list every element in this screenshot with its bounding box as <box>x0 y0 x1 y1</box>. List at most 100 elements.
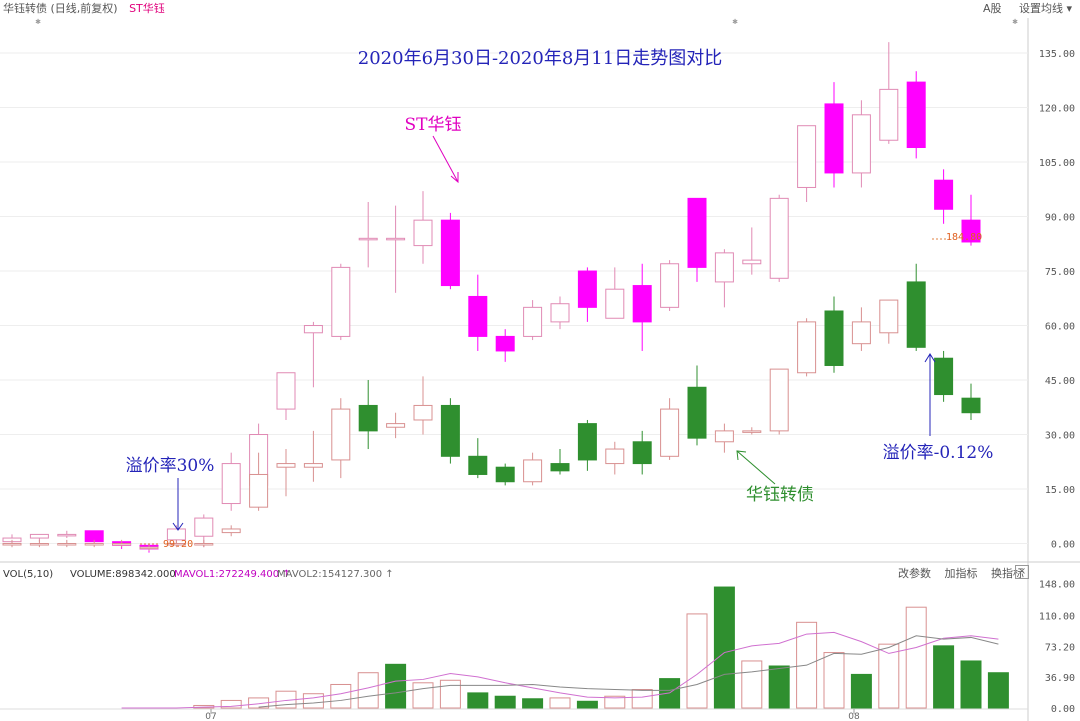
bond-candle <box>879 299 899 334</box>
stock-candle <box>194 517 214 537</box>
price-tick-label: 120.00 <box>1039 104 1075 115</box>
stock-candle <box>769 197 789 279</box>
bond-candle <box>605 448 625 465</box>
stock-candle <box>440 219 460 287</box>
bond-candle <box>276 463 296 468</box>
stock-annotation: ST华钰 <box>405 115 462 135</box>
stock-candle <box>851 114 871 174</box>
premium-end-arrowhead <box>924 353 936 363</box>
bond-candle <box>660 408 680 457</box>
volume-bar <box>330 683 352 709</box>
bond-candle <box>851 321 871 345</box>
bond-candle <box>824 310 844 366</box>
price-tick-label: 60.00 <box>1045 322 1075 333</box>
stock-arrow <box>432 135 459 183</box>
volume-bar <box>549 697 571 709</box>
time-tick-label: 08 <box>848 712 860 721</box>
bond-candle <box>413 404 433 421</box>
price-tick-label: 90.00 <box>1045 213 1075 224</box>
low-price-label: 99.20 <box>163 539 193 550</box>
volume-bar <box>686 613 708 709</box>
stock-candle <box>824 103 844 174</box>
bond-candle <box>112 543 132 546</box>
add-indicator-button[interactable]: 加指标 <box>944 567 978 580</box>
stock-candle <box>797 125 817 188</box>
chart-header: 华钰转债 (日线,前复权) ST华钰 A股 设置均线 ▾ <box>0 0 1080 18</box>
volume-bar <box>850 673 872 709</box>
volume-bar <box>741 660 763 709</box>
bond-candle <box>934 357 954 396</box>
volume-tick-label: 148.00 <box>1039 580 1075 591</box>
stock-candle <box>468 295 488 337</box>
stock-candle <box>413 219 433 247</box>
stock-candle <box>495 335 515 352</box>
volume-bar <box>933 645 955 709</box>
volume-value: VOLUME:898342.000 <box>70 569 176 580</box>
bond-candle <box>194 543 214 546</box>
price-tick-label: 0.00 <box>1051 540 1075 551</box>
marker-icon: ✱ <box>732 18 738 26</box>
close-indicator-button[interactable]: × <box>1015 565 1029 579</box>
market-label[interactable]: A股 <box>982 2 1002 15</box>
volume-bar <box>878 643 900 709</box>
volume-bar <box>604 695 626 709</box>
bond-candle <box>440 404 460 457</box>
bond-candle <box>166 543 186 546</box>
chart-title: 2020年6月30日-2020年8月11日走势图对比 <box>358 48 722 69</box>
bond-candle <box>742 430 762 433</box>
stock-candle <box>714 252 734 283</box>
bond-candle <box>331 408 351 461</box>
volume-tick-label: 0.00 <box>1051 704 1075 715</box>
bond-candle <box>523 459 543 483</box>
stock-candle <box>577 270 597 308</box>
bond-arrow <box>736 450 776 485</box>
volume-bar <box>960 660 982 709</box>
instrument-name: 华钰转债 (日线,前复权) <box>3 2 118 15</box>
bond-candle <box>687 386 707 439</box>
volume-bar <box>987 672 1009 709</box>
bond-candle <box>550 463 570 472</box>
volume-bar <box>357 672 379 709</box>
price-tick-label: 75.00 <box>1045 267 1075 278</box>
bond-candle <box>139 546 159 550</box>
bond-candle <box>84 543 104 546</box>
bond-candle <box>303 463 323 468</box>
volume-bar <box>412 682 434 709</box>
bond-candle <box>386 423 406 428</box>
stock-candle <box>742 259 762 265</box>
bond-candle <box>249 473 269 508</box>
volume-bar <box>713 586 735 709</box>
bond-candle <box>495 466 515 483</box>
time-tick-label: 07 <box>205 712 216 721</box>
marker-icon: ✱ <box>1012 18 1018 26</box>
stock-candle <box>29 533 49 539</box>
bond-candle <box>2 543 22 546</box>
bond-candle <box>769 368 789 432</box>
instrument-label: 华钰转债 (日线,前复权) ST华钰 <box>3 0 165 18</box>
bond-candle <box>57 543 77 546</box>
volume-bar <box>905 606 927 709</box>
stock-candle <box>632 285 652 323</box>
bond-candle <box>358 404 378 432</box>
volume-bar <box>576 700 598 709</box>
volume-tick-label: 36.90 <box>1045 673 1075 684</box>
stock-candle <box>550 303 570 323</box>
volume-bar <box>494 695 516 709</box>
bond-candle <box>29 543 49 546</box>
bond-candle <box>468 455 488 475</box>
stock-candle <box>934 179 954 210</box>
stock-candle <box>276 372 296 410</box>
volume-bar <box>385 663 407 709</box>
premium-end-annotation: 溢价率-0.12% <box>883 443 994 463</box>
volume-bar <box>631 689 653 709</box>
stock-candle <box>303 325 323 334</box>
compare-symbol[interactable]: ST华钰 <box>129 2 165 15</box>
volume-tick-label: 110.00 <box>1039 612 1075 623</box>
settings-ma-button[interactable]: 设置均线 ▾ <box>1018 2 1072 15</box>
high-price-label: 184.80 <box>946 232 982 243</box>
price-tick-label: 45.00 <box>1045 376 1075 387</box>
stock-candle <box>660 263 680 308</box>
edit-params-button[interactable]: 改参数 <box>898 567 931 580</box>
stock-candle <box>358 237 378 241</box>
bond-candle <box>632 441 652 465</box>
